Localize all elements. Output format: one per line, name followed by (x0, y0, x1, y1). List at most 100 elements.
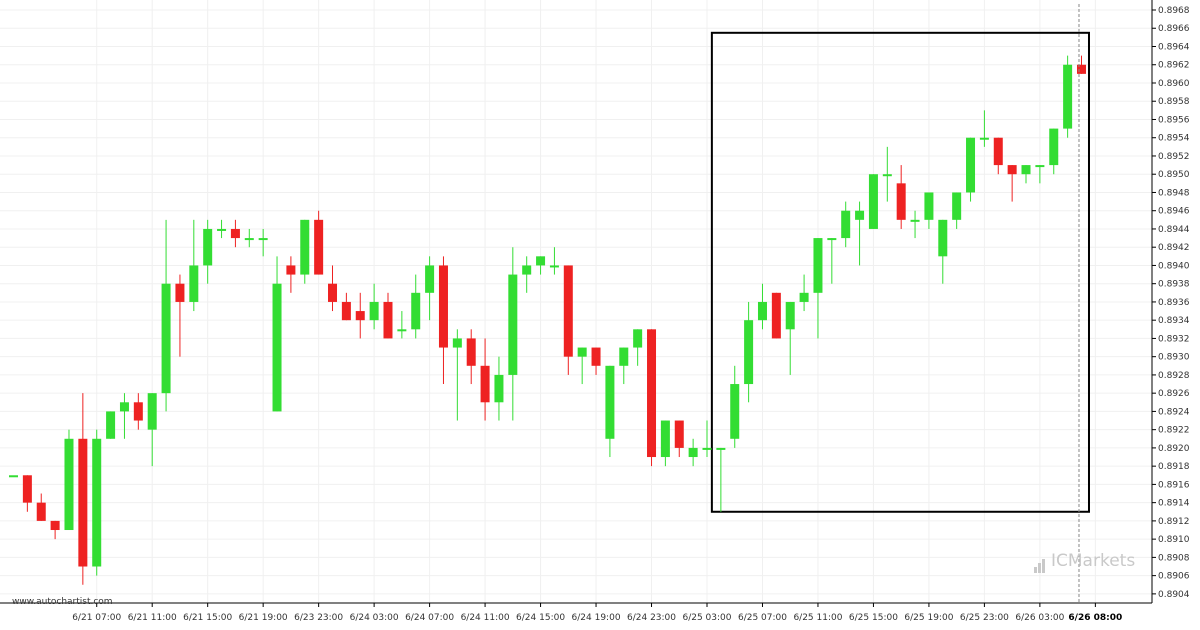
x-tick-label: 6/25 03:00 (682, 613, 731, 623)
y-tick-label: 0.8908 (1158, 553, 1190, 563)
candle-body (966, 137, 976, 193)
candle-body (425, 265, 435, 293)
candle (244, 228, 254, 248)
candle (328, 265, 338, 312)
candle (841, 201, 851, 248)
candle-body (341, 301, 351, 321)
candle (189, 219, 199, 312)
candle (355, 292, 365, 339)
candle-body (619, 347, 629, 366)
y-tick-label: 0.8960 (1158, 79, 1190, 89)
x-tick-label: 6/25 23:00 (960, 613, 1009, 623)
x-tick-label: 6/21 11:00 (128, 613, 177, 623)
candle-body (716, 447, 726, 450)
y-tick-label: 0.8916 (1158, 480, 1190, 490)
candle-body (979, 137, 989, 140)
candle (577, 347, 587, 385)
candle (1049, 128, 1059, 175)
candle (466, 329, 476, 385)
candle-body (9, 475, 18, 478)
x-tick-label: 6/24 23:00 (627, 613, 676, 623)
candle-body (272, 283, 282, 412)
candle (647, 329, 657, 467)
y-tick-label: 0.8932 (1158, 334, 1190, 344)
candle (341, 292, 351, 321)
candle-body (882, 174, 892, 177)
x-tick-label: 6/23 23:00 (294, 613, 343, 623)
highlight-rectangle (710, 31, 1090, 513)
candle-body (369, 301, 379, 321)
candle (9, 475, 18, 478)
candle (563, 265, 573, 375)
y-tick-label: 0.8920 (1158, 444, 1190, 454)
candle-body (92, 438, 102, 567)
y-tick-label: 0.8956 (1158, 115, 1190, 125)
candle-body (827, 238, 837, 241)
x-tick-label: 6/24 07:00 (405, 613, 454, 623)
candle-body (993, 137, 1003, 166)
candle (300, 219, 310, 284)
candle (50, 520, 60, 540)
x-tick-label: 6/26 08:00 (1068, 613, 1122, 623)
candle-body (702, 447, 712, 450)
candle-body (757, 301, 767, 321)
candle (549, 247, 559, 275)
candle (147, 393, 157, 467)
y-tick-label: 0.8958 (1158, 97, 1190, 107)
candle (605, 365, 615, 458)
candle (1076, 55, 1086, 74)
candle-body (1035, 165, 1045, 168)
candle (910, 210, 920, 239)
candle-body (161, 283, 171, 394)
y-tick-label: 0.8944 (1158, 225, 1190, 235)
y-tick-label: 0.8948 (1158, 188, 1190, 198)
candle-body (563, 265, 573, 357)
y-tick-label: 0.8946 (1158, 207, 1190, 217)
broker-watermark: ICMarkets (1034, 551, 1135, 573)
watermark-bars-icon (1034, 553, 1048, 573)
candle-body (258, 238, 268, 241)
candle (744, 301, 754, 403)
candle (952, 192, 962, 229)
candle (161, 219, 171, 412)
candle-body (328, 283, 338, 302)
candle (494, 356, 504, 421)
y-tick-label: 0.8938 (1158, 280, 1190, 290)
candle (425, 256, 435, 321)
candle-body (688, 447, 698, 458)
candle-body (508, 274, 518, 375)
y-tick-label: 0.8968 (1158, 6, 1190, 16)
x-tick-label: 6/21 19:00 (239, 613, 288, 623)
candle (22, 475, 32, 512)
x-tick-label: 6/24 19:00 (572, 613, 621, 623)
candle-body (799, 292, 809, 302)
y-tick-label: 0.8966 (1158, 24, 1190, 34)
y-tick-label: 0.8918 (1158, 462, 1190, 472)
candle (397, 311, 407, 339)
x-tick-label: 6/25 11:00 (793, 613, 842, 623)
candle (272, 256, 282, 412)
candle-body (924, 192, 934, 220)
candle (230, 219, 240, 248)
candle (924, 192, 934, 229)
y-tick-label: 0.8942 (1158, 243, 1190, 253)
candle (785, 301, 795, 375)
candle (966, 137, 976, 202)
candle (452, 329, 462, 421)
candle-body (549, 265, 559, 268)
candle (633, 329, 643, 366)
y-tick-label: 0.8926 (1158, 389, 1190, 399)
candle (286, 256, 296, 293)
candle (674, 420, 684, 458)
candle (591, 347, 601, 375)
candle-body (286, 265, 296, 275)
y-tick-label: 0.8934 (1158, 316, 1190, 326)
candle-body (119, 402, 129, 412)
candle-body (591, 347, 601, 366)
candle (813, 238, 823, 339)
candle-body (577, 347, 587, 357)
candle-body (314, 219, 324, 275)
candle-body (64, 438, 74, 531)
candle (730, 365, 740, 448)
